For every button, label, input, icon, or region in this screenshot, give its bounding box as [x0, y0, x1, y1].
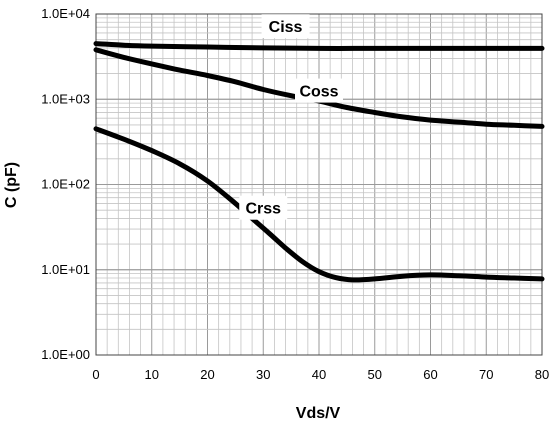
x-tick-label: 60	[423, 367, 437, 382]
tick-labels: 0 10 20 30 40 50 60 70 80 1.0E+00 1.0E+01 1.0E+02 1.…	[41, 6, 549, 382]
x-tick-label: 40	[312, 367, 326, 382]
y-tick-label: 1.0E+02	[41, 177, 90, 192]
label-background	[261, 14, 310, 39]
plot-frame	[95, 13, 543, 356]
series-label-coss: Coss	[295, 78, 343, 103]
series-label-crss: Crss	[239, 195, 288, 220]
series-line-crss	[93, 126, 545, 283]
x-tick-label: 70	[479, 367, 493, 382]
x-tick-label: 30	[256, 367, 270, 382]
y-tick-label: 1.0E+03	[41, 91, 90, 106]
series-label-ciss: Ciss	[261, 14, 310, 39]
x-tick-label: 10	[145, 367, 159, 382]
series-label-text: Crss	[245, 201, 281, 218]
series-line-ciss	[93, 41, 545, 51]
x-tick-label: 50	[368, 367, 382, 382]
x-axis-title: Vds/V	[296, 405, 341, 422]
label-background	[239, 195, 288, 220]
y-tick-label: 1.0E+00	[41, 347, 90, 362]
y-tick-label: 1.0E+04	[41, 6, 90, 21]
y-axis-title: C (pF)	[3, 162, 20, 208]
x-tick-label: 80	[535, 367, 549, 382]
x-tick-label: 20	[200, 367, 214, 382]
series-label-text: Coss	[299, 84, 338, 101]
label-background	[295, 78, 343, 103]
series-label-text: Ciss	[269, 19, 303, 36]
x-tick-label: 0	[92, 367, 99, 382]
series-labels: Ciss Coss Crss	[239, 14, 343, 220]
y-tick-label: 1.0E+01	[41, 262, 90, 277]
